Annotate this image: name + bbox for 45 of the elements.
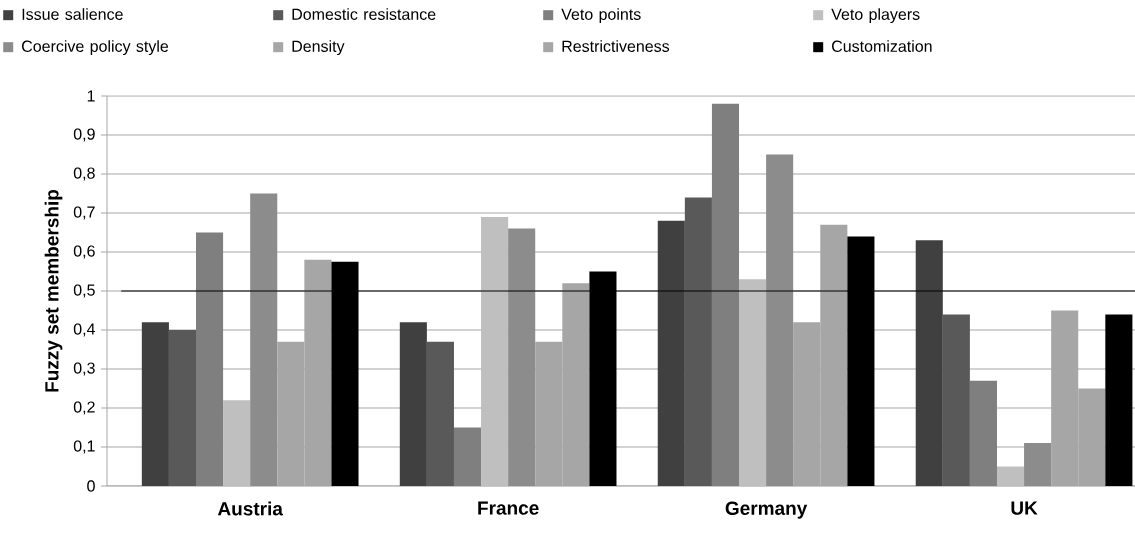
y-axis-title: Fuzzy set membership [44,189,63,392]
bar [399,322,427,486]
y-tick-label: 0,4 [73,323,95,337]
y-tick-label: 0,9 [73,128,95,142]
y-tick-label: 0,7 [73,206,95,220]
bar [657,220,685,486]
bar [739,279,767,486]
bar [141,322,169,486]
bar [453,427,482,486]
bar [250,193,278,486]
legend-label: Restrictiveness [562,40,670,52]
bar [915,240,943,486]
bar [711,103,740,486]
y-tick-label: 0 [87,480,95,492]
bar [426,341,454,486]
y-tick-label: 0,3 [73,362,95,376]
legend-label: Density [292,40,345,56]
legend-label: Domestic resistance [292,8,436,20]
legend-label: Issue salience [22,8,123,20]
bar [942,314,970,486]
bar [168,329,197,486]
legend-label: Veto points [561,8,641,24]
legend-label: Veto players [831,8,920,24]
y-tick-label: 0,5 [73,284,95,298]
legend-label: Coercive policy style [22,40,169,56]
bar [223,400,251,486]
y-tick-label: 0,6 [73,245,95,259]
bar [1105,314,1133,486]
x-tick-label: Austria [217,501,284,516]
x-tick-label: France [478,501,539,515]
bar [196,232,224,486]
y-tick-label: 0,1 [73,440,95,454]
x-tick-label: UK [1011,501,1038,515]
legend-label: Customization [832,40,932,52]
y-tick-label: 0,8 [73,167,95,181]
bar [481,216,509,486]
bar [996,466,1025,486]
bar [684,197,712,486]
bar [969,380,997,486]
y-tick-label: 1 [87,90,95,102]
bar [1024,443,1052,486]
y-tick-label: 0,2 [73,401,95,415]
bar [766,154,794,486]
bar [508,228,536,486]
x-tick-label: Germany [725,501,808,519]
